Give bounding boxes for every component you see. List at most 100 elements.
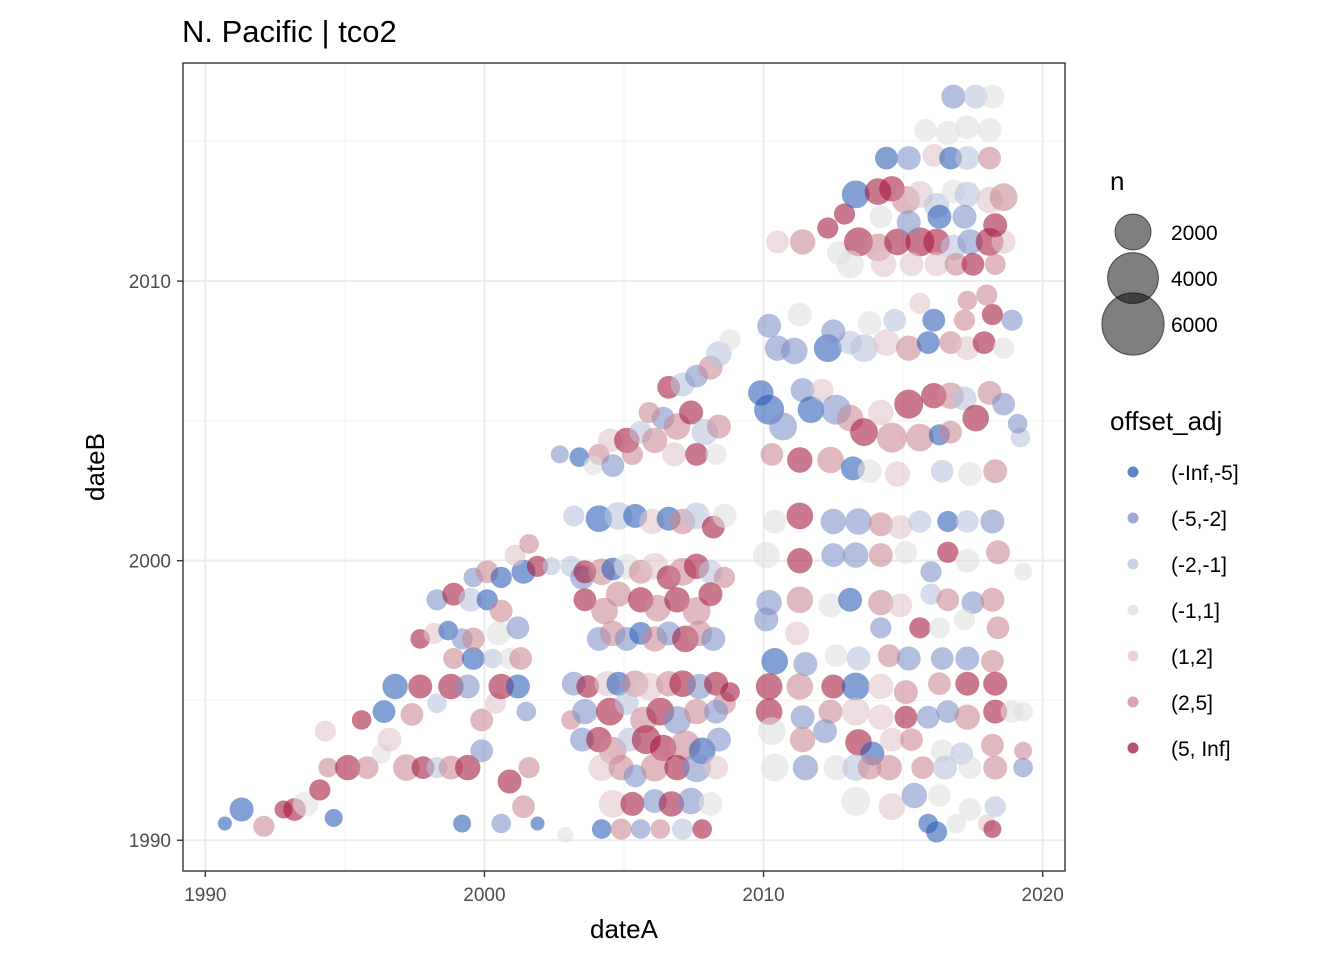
data-point <box>644 594 671 622</box>
data-point <box>821 319 846 344</box>
data-point <box>530 816 545 831</box>
data-point <box>335 754 361 781</box>
data-point <box>470 739 494 763</box>
data-point <box>658 791 685 817</box>
color-legend-key <box>1127 696 1139 708</box>
data-point <box>683 698 710 725</box>
data-point <box>488 673 514 700</box>
color-legend-title: offset_adj <box>1110 406 1222 436</box>
data-point <box>706 727 731 752</box>
data-point <box>896 146 921 171</box>
data-point <box>922 143 946 167</box>
data-point <box>900 728 923 751</box>
data-point <box>953 309 976 331</box>
data-point <box>933 755 957 780</box>
size-legend-label: 2000 <box>1171 222 1218 245</box>
data-point <box>818 699 843 724</box>
data-point <box>760 753 789 782</box>
data-point <box>838 587 863 612</box>
data-point <box>583 455 604 476</box>
data-point <box>572 698 598 725</box>
data-point <box>857 459 882 484</box>
data-point <box>911 756 935 779</box>
data-point <box>509 647 533 670</box>
data-point <box>408 674 433 699</box>
data-point <box>977 118 1002 143</box>
data-point <box>906 423 934 452</box>
data-point <box>984 253 1006 275</box>
data-point <box>817 446 844 474</box>
data-point <box>884 228 911 256</box>
data-point <box>833 203 856 225</box>
data-point <box>789 726 816 753</box>
size-legend-label: 4000 <box>1171 268 1218 291</box>
x-tick-label: 2010 <box>742 885 784 906</box>
data-point <box>955 646 980 671</box>
data-point <box>928 617 951 639</box>
data-point <box>901 782 927 809</box>
data-point <box>876 422 907 453</box>
data-point <box>486 621 511 646</box>
data-point <box>939 420 962 444</box>
data-point <box>786 673 814 700</box>
data-point <box>712 503 737 528</box>
data-point <box>526 555 549 577</box>
data-point <box>760 443 784 466</box>
data-point <box>550 445 569 464</box>
data-point <box>758 717 786 746</box>
size-legend-label: 6000 <box>1171 314 1218 337</box>
data-point <box>757 313 782 338</box>
color-legend-label: (-1,1] <box>1171 600 1220 623</box>
data-point <box>490 566 512 589</box>
data-point <box>253 815 275 837</box>
data-point <box>927 204 952 229</box>
data-point <box>797 396 825 424</box>
data-point <box>955 510 979 533</box>
color-legend-label: (-5,-2] <box>1171 508 1227 531</box>
data-point <box>955 115 980 140</box>
data-point <box>952 386 977 411</box>
data-point <box>762 509 787 534</box>
data-point <box>400 703 424 726</box>
data-point <box>888 593 913 618</box>
data-point <box>989 183 1018 212</box>
data-point <box>958 756 982 779</box>
size-legend-title: n <box>1110 166 1124 196</box>
data-point <box>841 786 871 816</box>
data-point <box>935 120 960 145</box>
data-point <box>868 543 893 568</box>
data-point <box>563 505 585 527</box>
data-point <box>936 700 960 723</box>
color-legend-key <box>1127 604 1139 616</box>
data-point <box>638 401 660 424</box>
data-point <box>877 644 901 668</box>
data-point <box>692 819 712 839</box>
data-point <box>957 290 978 311</box>
data-point <box>823 754 849 781</box>
color-legend-key <box>1127 512 1139 524</box>
data-point <box>705 443 727 465</box>
data-point <box>427 693 447 713</box>
data-point <box>505 674 530 699</box>
data-point <box>868 704 894 730</box>
data-point <box>850 418 878 446</box>
chart-title: N. Pacific | tco2 <box>182 14 397 49</box>
data-point <box>518 757 540 779</box>
data-point <box>818 593 843 618</box>
data-point <box>909 617 931 639</box>
data-point <box>1014 741 1033 760</box>
data-point <box>983 459 1008 484</box>
data-point <box>922 308 946 332</box>
data-point <box>981 304 1004 326</box>
data-point <box>309 779 331 801</box>
data-point <box>786 586 814 614</box>
data-point <box>954 181 980 208</box>
data-point <box>841 180 870 209</box>
data-point <box>318 757 338 778</box>
data-point <box>870 617 892 639</box>
data-point <box>870 251 897 277</box>
data-point <box>393 754 420 781</box>
data-point <box>953 608 976 631</box>
data-point <box>704 755 729 780</box>
color-legend-key <box>1127 466 1139 478</box>
